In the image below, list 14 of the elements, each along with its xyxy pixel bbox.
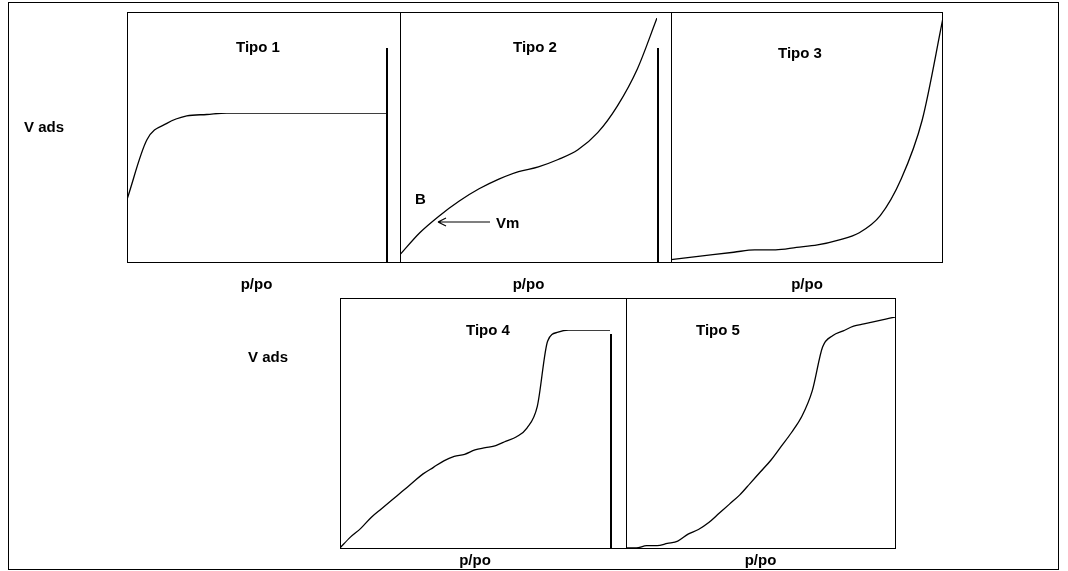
chart-title: Tipo 5 xyxy=(696,321,740,338)
y-axis-title: V ads xyxy=(248,348,289,365)
x-axis-title: p/po xyxy=(744,551,777,568)
x-axis-title: p/po xyxy=(512,275,545,292)
annotation: Vm xyxy=(496,214,520,231)
annotation: B xyxy=(415,190,426,207)
text: Tipo 3 xyxy=(778,44,822,61)
chart-title: Tipo 1 xyxy=(236,38,280,55)
text: Tipo 2 xyxy=(513,38,557,55)
y-axis-title: V ads xyxy=(24,118,65,135)
chart-title: Tipo 4 xyxy=(466,321,510,338)
x-axis-title: p/po xyxy=(459,551,491,568)
x-axis-title: p/po xyxy=(791,275,823,292)
x-axis-title: p/po xyxy=(240,275,273,292)
